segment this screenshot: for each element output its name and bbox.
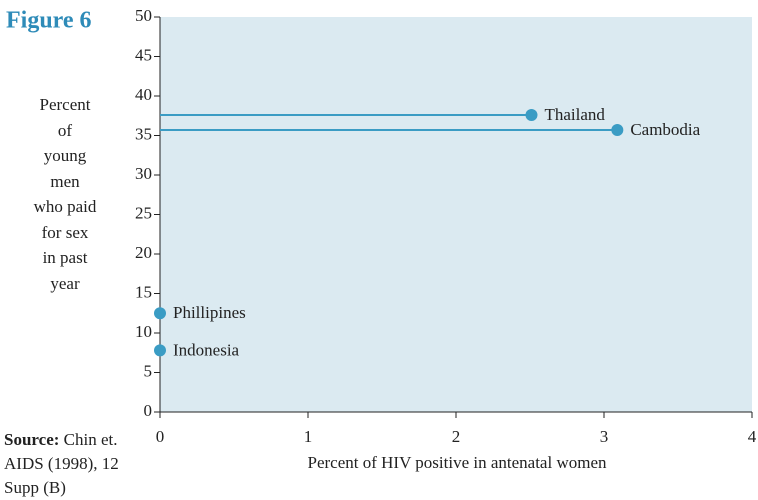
x-tick-label: 3 [600, 427, 609, 446]
y-tick-label: 30 [135, 164, 152, 183]
y-tick-label: 0 [144, 401, 153, 420]
point-label: Thailand [544, 105, 605, 124]
point-label: Phillipines [173, 303, 246, 322]
point [154, 307, 166, 320]
y-tick-label: 5 [144, 361, 153, 380]
x-tick-label: 0 [156, 427, 165, 446]
x-tick-label: 1 [304, 427, 313, 446]
source-label: Source: [4, 430, 60, 449]
y-label-line: Percent [39, 95, 91, 114]
page: Figure 6 Percent of HIV positive in ante… [4, 6, 757, 497]
y-label-line: year [50, 273, 80, 293]
x-tick-label: 4 [748, 427, 757, 446]
point [154, 344, 166, 357]
y-tick-label: 15 [135, 282, 152, 301]
point-label: Cambodia [630, 120, 700, 139]
y-tick-label: 40 [135, 85, 152, 104]
y-label-line: for sex [41, 222, 89, 242]
y-label-line: young [43, 146, 87, 165]
y-tick-label: 50 [135, 6, 152, 25]
chart: Figure 6 Percent of HIV positive in ante… [6, 6, 757, 472]
y-tick-label: 25 [135, 203, 152, 222]
plot-background [160, 17, 752, 412]
y-tick-label: 20 [135, 243, 152, 262]
point [525, 108, 538, 121]
y-label-line: men [50, 171, 80, 191]
y-tick-label: 35 [135, 124, 152, 143]
y-tick-label: 10 [135, 322, 152, 341]
y-label-line: who paid [33, 197, 97, 216]
y-label-line: of [57, 120, 73, 140]
y-axis-label: Percent of young men who paid for sex in past y… [20, 92, 110, 296]
point-label: Indonesia [173, 340, 240, 359]
source-note: Source: Chin et. AIDS (1998), 12 Supp (B… [4, 428, 154, 500]
chart-title: Figure 6 [6, 8, 92, 34]
point [611, 123, 624, 136]
y-tick-label: 45 [135, 45, 152, 64]
x-axis-label: Percent of HIV positive in antenatal wom… [308, 453, 607, 472]
y-label-line: in past [42, 248, 88, 267]
x-tick-label: 2 [452, 427, 461, 446]
